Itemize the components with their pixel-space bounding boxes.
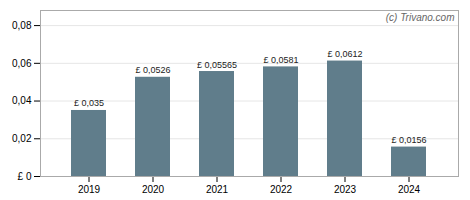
svg-text:2024: 2024 [398, 184, 421, 195]
svg-text:0,08: 0,08 [12, 20, 32, 31]
svg-text:0,06: 0,06 [12, 58, 32, 69]
svg-text:0,02: 0,02 [12, 133, 32, 144]
svg-text:2020: 2020 [142, 184, 165, 195]
svg-text:2022: 2022 [270, 184, 293, 195]
svg-text:£ 0: £ 0 [18, 171, 32, 182]
svg-text:£ 0,0526: £ 0,0526 [135, 65, 170, 75]
svg-text:£ 0,05565: £ 0,05565 [197, 60, 237, 70]
svg-text:0,04: 0,04 [12, 95, 32, 106]
svg-text:£ 0,0156: £ 0,0156 [391, 135, 426, 145]
svg-text:(c) Trivano.com: (c) Trivano.com [386, 12, 455, 23]
svg-text:£ 0,0612: £ 0,0612 [327, 49, 362, 59]
svg-text:£ 0,0581: £ 0,0581 [263, 55, 298, 65]
svg-text:2023: 2023 [334, 184, 357, 195]
svg-text:2021: 2021 [206, 184, 229, 195]
svg-text:2019: 2019 [78, 184, 101, 195]
svg-text:£ 0,035: £ 0,035 [74, 98, 104, 108]
